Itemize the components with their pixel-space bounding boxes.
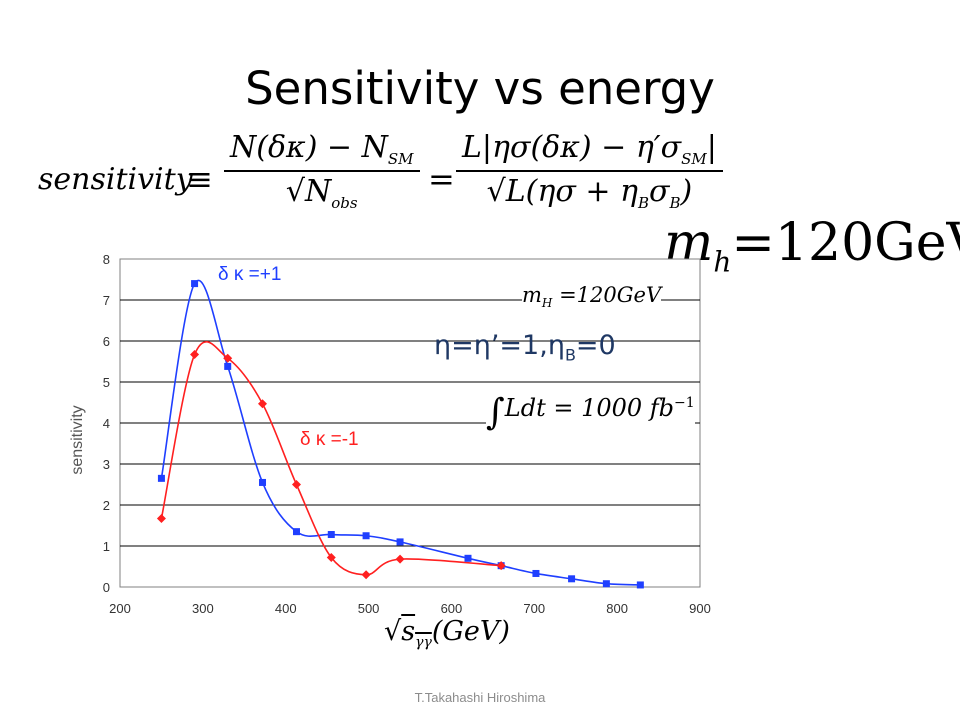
x-tick-label: 200	[109, 601, 131, 616]
y-tick-label: 2	[103, 498, 110, 513]
frac2-numerator: L|ησ(δκ) − η′σ	[462, 130, 682, 165]
x-tick-label: 600	[441, 601, 463, 616]
data-point-series-1	[362, 532, 370, 540]
data-point-series-1	[224, 362, 232, 370]
series-label-1: δ κ =+1	[218, 264, 281, 285]
x-tick-label: 800	[606, 601, 628, 616]
data-point-series-1	[259, 478, 267, 486]
formula-equals-sign: =	[428, 160, 455, 198]
y-tick-label: 8	[103, 252, 110, 267]
frac2-numerator-end: |	[706, 130, 717, 165]
x-axis-label: √sγγ(GeV)	[384, 616, 510, 651]
data-point-series-1	[636, 581, 644, 589]
data-point-series-2	[326, 552, 336, 562]
y-tick-label: 7	[103, 293, 110, 308]
data-point-series-1	[327, 531, 335, 539]
luminosity-note: ∫Ldt = 1000 fb−1	[486, 392, 695, 433]
data-point-series-1	[602, 580, 610, 588]
data-point-series-1	[532, 569, 540, 577]
series-label-2: δ κ =-1	[300, 429, 359, 450]
x-tick-label: 400	[275, 601, 297, 616]
y-axis-label: sensitivity	[69, 405, 86, 474]
data-point-series-1	[157, 474, 165, 482]
data-point-series-2	[190, 350, 200, 360]
data-point-series-2	[258, 399, 268, 409]
efficiency-note: η=η’=1,ηB=0	[434, 330, 616, 365]
formula-equiv-sign: ≡	[186, 160, 213, 198]
y-tick-label: 6	[103, 334, 110, 349]
y-tick-label: 0	[103, 580, 110, 595]
y-tick-label: 5	[103, 375, 110, 390]
frac2-denominator-sub2: B	[669, 194, 681, 212]
y-tick-label: 4	[103, 416, 110, 431]
formula-fraction-2: L|ησ(δκ) − η′σSM| √L(ησ + ηBσB)	[456, 130, 723, 212]
x-tick-label: 300	[192, 601, 214, 616]
sensitivity-formula: sensitivity ≡ N(δκ) − NSM √Nobs = L|ησ(δ…	[38, 130, 723, 235]
y-tick-label: 3	[103, 457, 110, 472]
formula-fraction-1: N(δκ) − NSM √Nobs	[224, 130, 420, 212]
frac1-denominator-sub: obs	[331, 194, 358, 212]
data-point-series-2	[361, 570, 371, 580]
data-point-series-2	[223, 353, 233, 363]
x-tick-label: 700	[523, 601, 545, 616]
data-point-series-1	[568, 575, 576, 583]
data-point-series-1	[396, 538, 404, 546]
data-point-series-1	[191, 280, 199, 288]
data-point-series-2	[496, 561, 506, 571]
frac2-denominator: L(ησ + η	[505, 174, 638, 209]
data-point-series-2	[291, 480, 301, 489]
slide-title: Sensitivity vs energy	[245, 62, 715, 115]
frac2-numerator-sub: SM	[681, 150, 707, 168]
higgs-mass-note: mH =120GeV	[522, 283, 662, 311]
frac1-numerator-sub: SM	[387, 150, 414, 168]
footer-credit: T.Takahashi Hiroshima	[414, 690, 546, 705]
frac1-numerator: N(δκ) − N	[230, 130, 388, 165]
formula-lhs: sensitivity	[38, 162, 193, 197]
frac1-denominator: N	[305, 174, 332, 209]
x-tick-label: 500	[358, 601, 380, 616]
frac2-denominator-mid: σ	[649, 174, 670, 209]
x-tick-label: 900	[689, 601, 711, 616]
data-point-series-2	[395, 554, 405, 564]
data-point-series-1	[464, 554, 472, 562]
frac2-denominator-sub1: B	[637, 194, 650, 212]
data-point-series-1	[292, 528, 300, 536]
higgs-mass-label: mh=120GeV	[664, 213, 960, 279]
frac2-denominator-end: )	[680, 174, 693, 209]
y-tick-label: 1	[103, 539, 110, 554]
data-point-series-2	[156, 514, 166, 524]
series-line-1	[160, 279, 641, 586]
